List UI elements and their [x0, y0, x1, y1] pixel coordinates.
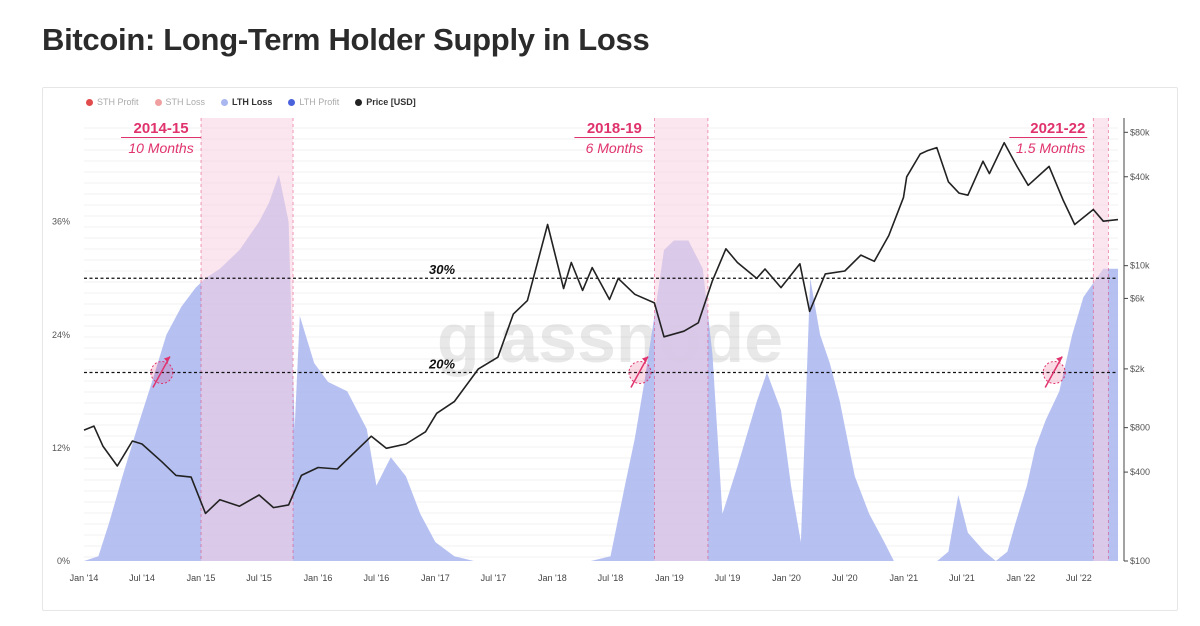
watermark-text: glassnode — [437, 299, 783, 377]
lth-loss-dot-icon — [221, 98, 229, 106]
x-tick-label: Jan '14 — [70, 573, 99, 583]
x-tick-label: Jan '21 — [889, 573, 918, 583]
x-tick-label: Jul '19 — [715, 573, 741, 583]
x-tick-label: Jul '17 — [481, 573, 507, 583]
legend-label: LTH Loss — [232, 97, 273, 107]
x-tick-label: Jan '18 — [538, 573, 567, 583]
lth-profit-dot-icon — [288, 98, 296, 106]
legend-item-sth-profit[interactable]: STH Profit — [86, 97, 139, 107]
bear-period-label: 2014-15 — [133, 120, 188, 137]
legend-label: STH Loss — [165, 97, 206, 107]
bear-period-band — [654, 118, 708, 561]
x-tick-label: Jan '22 — [1006, 573, 1035, 583]
sth-loss-dot-icon — [154, 98, 162, 106]
x-tick-label: Jul '22 — [1066, 573, 1092, 583]
legend-item-lth-loss[interactable]: LTH Loss — [221, 97, 272, 107]
bear-period-band — [1093, 118, 1109, 561]
y-right-tick-label: $100 — [1130, 556, 1150, 566]
bear-period-band — [201, 118, 294, 561]
bear-period-duration: 10 Months — [128, 140, 193, 156]
y-right-tick-label: $80k — [1130, 127, 1150, 137]
x-tick-label: Jan '15 — [187, 573, 216, 583]
page-title: Bitcoin: Long-Term Holder Supply in Loss — [42, 22, 650, 57]
crossing-arrowhead-icon — [641, 356, 648, 363]
chart-legend: STH Profit STH Loss LTH Loss LTH Profit … — [86, 97, 416, 107]
sth-profit-dot-icon — [86, 98, 93, 106]
x-tick-label: Jul '21 — [949, 573, 975, 583]
legend-label: Price [USD] — [366, 97, 416, 107]
crossing-arrow-icon — [1044, 356, 1063, 388]
legend-item-price[interactable]: Price [USD] — [355, 97, 416, 107]
x-tick-label: Jul '18 — [598, 573, 624, 583]
x-tick-label: Jan '17 — [421, 573, 450, 583]
price-dot-icon — [355, 98, 363, 106]
y-left-tick-label: 24% — [52, 330, 70, 340]
y-left-tick-label: 0% — [57, 556, 70, 566]
price-line — [83, 141, 1119, 515]
x-tick-label: Jul '20 — [832, 573, 858, 583]
legend-label: LTH Profit — [299, 97, 340, 107]
bear-period-duration: 1.5 Months — [1016, 140, 1085, 156]
y-right-tick-label: $400 — [1130, 467, 1150, 477]
bear-period-label: 2018-19 — [587, 120, 642, 137]
y-left-tick-label: 36% — [52, 217, 70, 227]
y-left-tick-label: 12% — [52, 443, 70, 453]
legend-label: STH Profit — [97, 97, 139, 107]
bear-period-label: 2021-22 — [1030, 120, 1085, 137]
x-tick-label: Jan '19 — [655, 573, 684, 583]
y-right-tick-label: $2k — [1130, 364, 1145, 374]
bear-period-duration: 6 Months — [586, 140, 644, 156]
y-right-tick-label: $40k — [1130, 172, 1150, 182]
crossing-arrowhead-icon — [1056, 356, 1063, 363]
x-tick-label: Jul '15 — [246, 573, 272, 583]
x-tick-label: Jan '16 — [304, 573, 333, 583]
reference-line-label: 20% — [428, 356, 455, 371]
legend-item-sth-loss[interactable]: STH Loss — [154, 97, 206, 107]
y-right-tick-label: $6k — [1130, 293, 1145, 303]
crossing-arrowhead-icon — [163, 356, 170, 363]
y-right-tick-label: $10k — [1130, 261, 1150, 271]
reference-line-label: 30% — [429, 262, 455, 277]
x-tick-label: Jul '14 — [129, 573, 155, 583]
y-right-tick-label: $800 — [1130, 423, 1150, 433]
x-tick-label: Jul '16 — [364, 573, 390, 583]
legend-item-lth-profit[interactable]: LTH Profit — [288, 97, 339, 107]
x-tick-label: Jan '20 — [772, 573, 801, 583]
